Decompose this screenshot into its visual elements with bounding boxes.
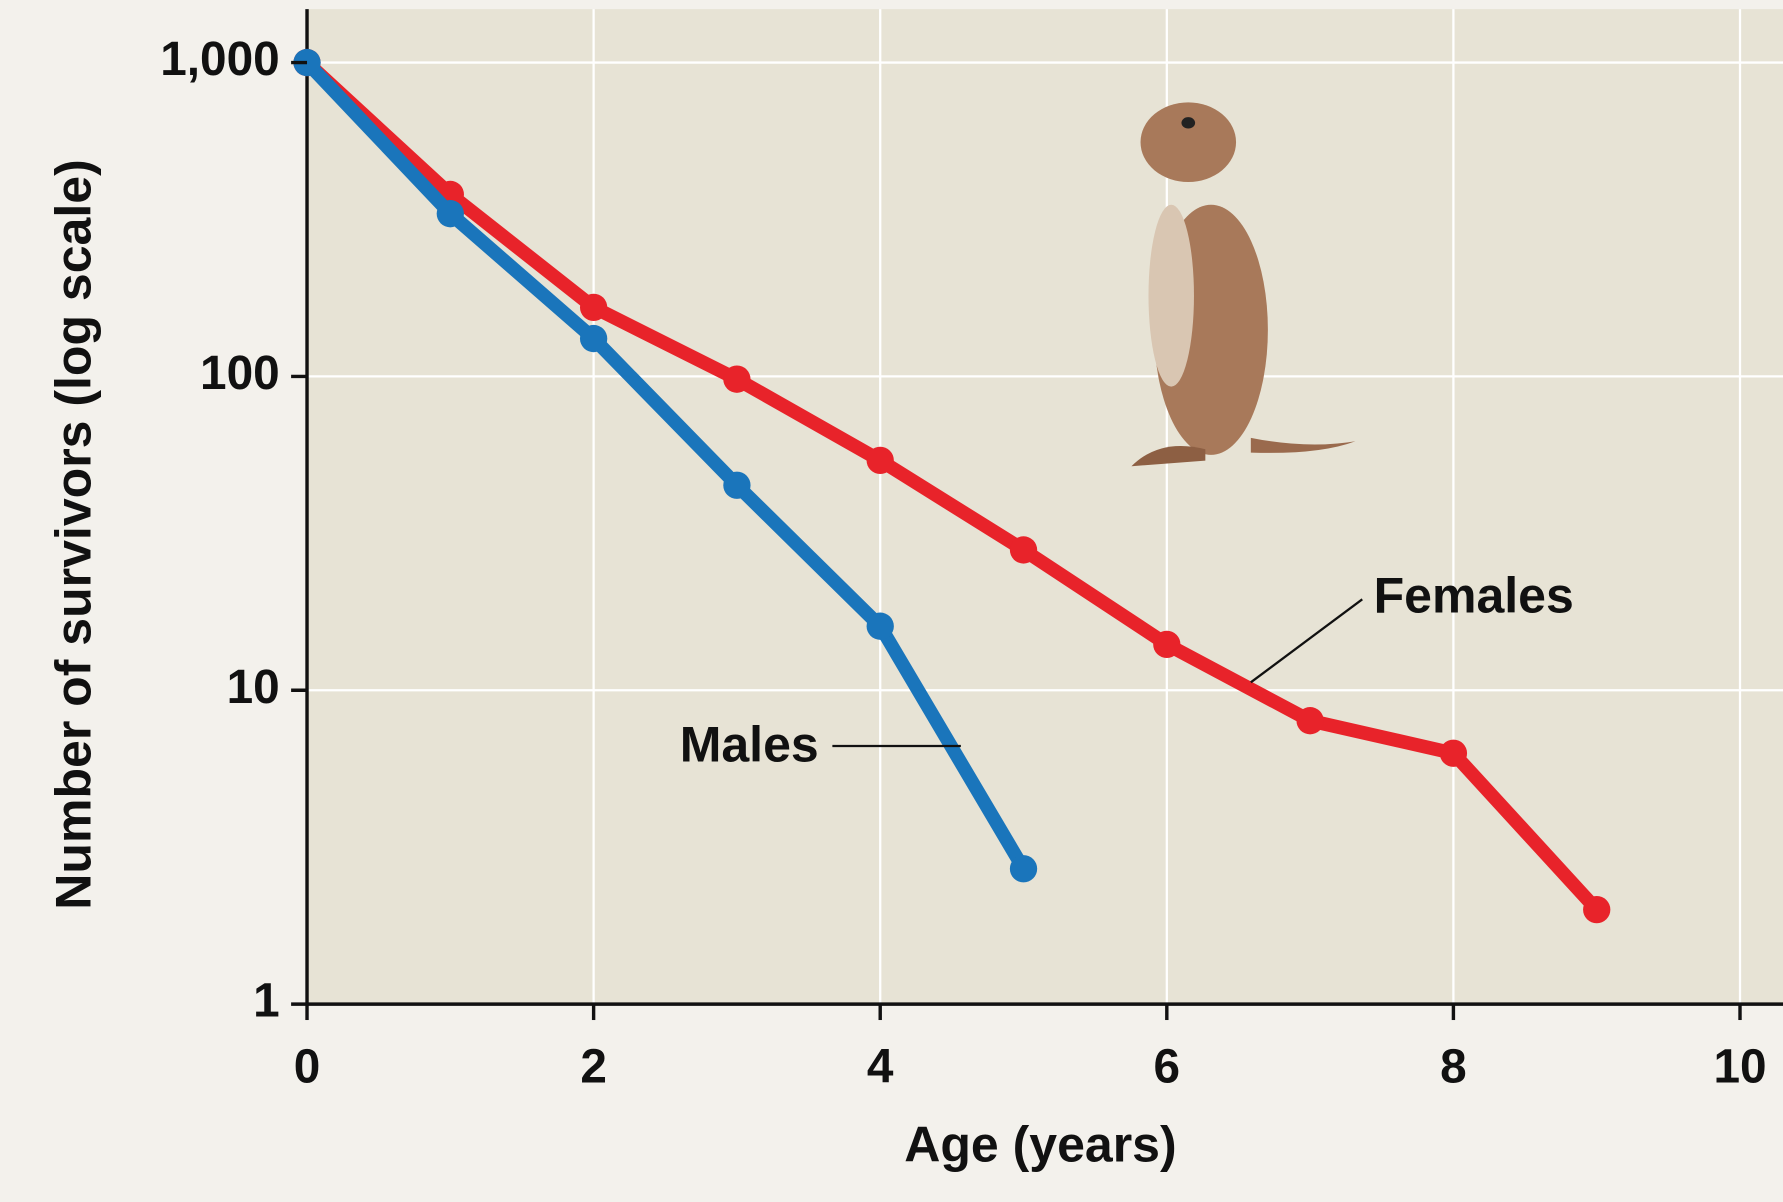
- data-point: [723, 471, 751, 499]
- annotation-leader: [1250, 598, 1363, 684]
- data-point: [1153, 630, 1181, 659]
- x-tick-label: 4: [867, 1041, 894, 1094]
- data-point: [1439, 739, 1468, 767]
- series-line: [302, 57, 1602, 915]
- x-tick-label: 2: [580, 1041, 607, 1094]
- series-label: Males: [680, 716, 819, 772]
- y-tick-label: 1: [253, 975, 280, 1028]
- data-point: [579, 293, 608, 321]
- data-point: [579, 324, 608, 353]
- data-point: [1583, 895, 1611, 924]
- x-tick-label: 8: [1440, 1041, 1467, 1094]
- x-tick-label: 0: [294, 1041, 321, 1094]
- series-line: [302, 57, 1030, 873]
- x-tick-label: 10: [1713, 1041, 1766, 1094]
- data-point: [1296, 707, 1324, 735]
- data-point: [1009, 855, 1038, 883]
- data-point: [866, 446, 894, 475]
- x-tick-label: 6: [1154, 1041, 1181, 1094]
- y-tick-label: 1,000: [160, 33, 280, 86]
- y-axis-label: Number of survivors (log scale): [46, 159, 102, 909]
- x-axis-label: Age (years): [904, 1117, 1176, 1173]
- series-label: Females: [1374, 568, 1574, 624]
- plot-area: [307, 9, 1783, 1005]
- data-point: [1009, 536, 1038, 564]
- data-point: [723, 365, 751, 393]
- data-point: [436, 200, 464, 228]
- squirrel-illustration: [1131, 102, 1356, 467]
- y-tick-label: 100: [200, 347, 280, 400]
- marks: [293, 48, 1611, 924]
- y-tick-label: 10: [227, 661, 280, 714]
- data-point: [866, 612, 894, 640]
